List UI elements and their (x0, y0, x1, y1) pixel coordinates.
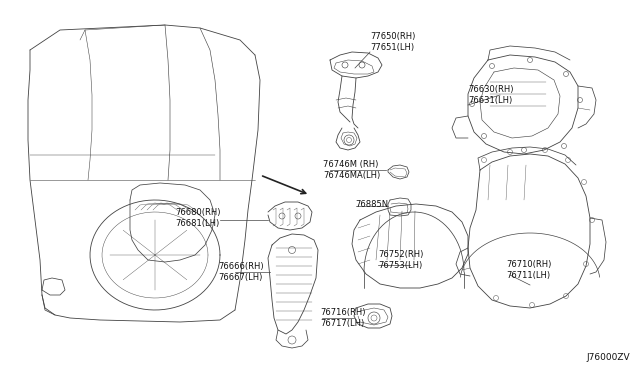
Text: 76752(RH)
76753(LH): 76752(RH) 76753(LH) (378, 250, 424, 270)
Text: 76666(RH)
76667(LH): 76666(RH) 76667(LH) (218, 262, 264, 282)
Text: 76680(RH)
76681(LH): 76680(RH) 76681(LH) (175, 208, 221, 228)
Text: 76630(RH)
76631(LH): 76630(RH) 76631(LH) (468, 85, 513, 105)
Text: 76716(RH)
76717(LH): 76716(RH) 76717(LH) (320, 308, 365, 328)
Text: 77650(RH)
77651(LH): 77650(RH) 77651(LH) (370, 32, 415, 52)
Text: 76885N: 76885N (355, 199, 388, 208)
Text: 76746M (RH)
76746MA(LH): 76746M (RH) 76746MA(LH) (323, 160, 380, 180)
Text: J76000ZV: J76000ZV (586, 353, 630, 362)
Text: 76710(RH)
76711(LH): 76710(RH) 76711(LH) (506, 260, 552, 280)
